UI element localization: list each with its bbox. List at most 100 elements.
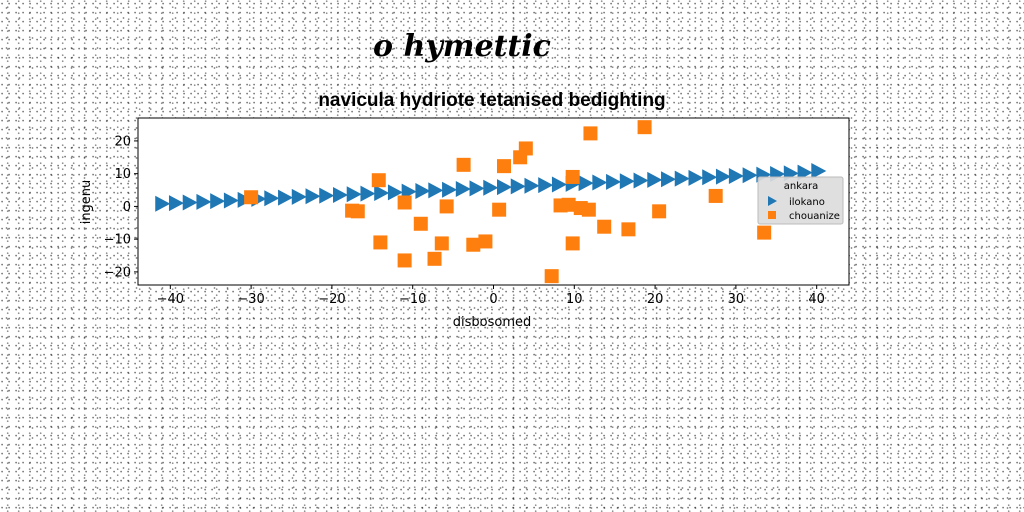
point-chouanize bbox=[581, 202, 596, 217]
point-ilokano bbox=[606, 173, 622, 190]
x-tick-label: 40 bbox=[808, 292, 825, 307]
point-chouanize bbox=[466, 237, 481, 252]
x-tick-label: −30 bbox=[237, 292, 264, 307]
point-chouanize bbox=[518, 141, 533, 156]
point-ilokano bbox=[168, 195, 184, 212]
x-axis-label: disbosomed bbox=[453, 315, 531, 330]
point-ilokano bbox=[196, 193, 212, 210]
point-chouanize bbox=[492, 202, 507, 217]
point-ilokano bbox=[742, 167, 758, 184]
x-tick-label: −20 bbox=[318, 292, 345, 307]
x-tick-label: 30 bbox=[728, 292, 745, 307]
point-ilokano bbox=[264, 190, 280, 207]
x-tick-label: −10 bbox=[399, 292, 426, 307]
point-ilokano bbox=[387, 184, 403, 201]
y-axis-label: ingenu bbox=[79, 180, 94, 225]
y-tick-label: −20 bbox=[104, 265, 131, 280]
point-ilokano bbox=[155, 195, 171, 212]
point-ilokano bbox=[619, 173, 635, 190]
point-chouanize bbox=[413, 216, 428, 231]
point-ilokano bbox=[210, 193, 226, 210]
point-ilokano bbox=[332, 186, 348, 203]
point-ilokano bbox=[374, 184, 390, 201]
point-ilokano bbox=[551, 176, 567, 193]
point-ilokano bbox=[715, 168, 731, 185]
x-tick-label: 20 bbox=[647, 292, 664, 307]
point-ilokano bbox=[442, 181, 458, 198]
series-ilokano bbox=[155, 163, 827, 212]
point-ilokano bbox=[811, 163, 827, 180]
point-chouanize bbox=[544, 269, 559, 284]
point-chouanize bbox=[244, 190, 259, 205]
point-ilokano bbox=[278, 189, 294, 206]
point-ilokano bbox=[319, 187, 335, 204]
legend-title: ankara bbox=[784, 181, 818, 192]
x-tick-label: 10 bbox=[566, 292, 583, 307]
y-tick-label: 20 bbox=[114, 134, 131, 149]
point-chouanize bbox=[397, 253, 412, 268]
legend-marker-ilokano bbox=[768, 196, 777, 206]
point-ilokano bbox=[524, 177, 540, 194]
point-ilokano bbox=[688, 169, 704, 186]
point-chouanize bbox=[757, 225, 772, 240]
series-layer bbox=[155, 120, 827, 284]
point-chouanize bbox=[561, 197, 576, 212]
point-chouanize bbox=[434, 236, 449, 251]
point-chouanize bbox=[621, 222, 636, 237]
point-chouanize bbox=[439, 199, 454, 214]
point-chouanize bbox=[373, 235, 388, 250]
y-axis: −20 −10 0 10 20 bbox=[104, 134, 138, 280]
point-chouanize bbox=[708, 188, 723, 203]
y-tick-label: 0 bbox=[123, 200, 131, 215]
legend-label-ilokano: ilokano bbox=[789, 197, 825, 208]
chart-suptitle: o hymettic bbox=[373, 29, 551, 64]
point-ilokano bbox=[633, 172, 649, 189]
point-ilokano bbox=[455, 181, 471, 198]
point-chouanize bbox=[597, 219, 612, 234]
point-chouanize bbox=[565, 236, 580, 251]
point-chouanize bbox=[497, 159, 512, 174]
point-ilokano bbox=[647, 171, 663, 188]
point-chouanize bbox=[478, 234, 493, 249]
point-ilokano bbox=[497, 179, 513, 196]
point-chouanize bbox=[350, 204, 365, 219]
legend-label-chouanize: chouanize bbox=[789, 211, 840, 222]
point-ilokano bbox=[728, 167, 744, 184]
point-chouanize bbox=[652, 204, 667, 219]
point-chouanize bbox=[565, 169, 580, 184]
x-axis: −40 −30 −20 −10 0 10 20 30 40 bbox=[157, 285, 825, 307]
point-ilokano bbox=[415, 183, 431, 200]
point-ilokano bbox=[661, 171, 677, 188]
y-tick-label: −10 bbox=[104, 233, 131, 248]
point-ilokano bbox=[674, 170, 690, 187]
point-chouanize bbox=[637, 120, 652, 135]
series-chouanize bbox=[244, 120, 772, 284]
x-tick-label: −40 bbox=[157, 292, 184, 307]
point-ilokano bbox=[592, 174, 608, 191]
point-chouanize bbox=[427, 251, 442, 266]
point-ilokano bbox=[346, 186, 362, 203]
point-ilokano bbox=[538, 177, 554, 194]
point-ilokano bbox=[510, 178, 526, 195]
point-ilokano bbox=[428, 182, 444, 199]
point-ilokano bbox=[578, 175, 594, 192]
legend: ankara ilokano chouanize bbox=[757, 176, 844, 225]
point-ilokano bbox=[182, 194, 198, 211]
point-ilokano bbox=[483, 179, 499, 196]
point-ilokano bbox=[469, 180, 485, 197]
chart-title: navicula hydriote tetanised bedighting bbox=[318, 90, 665, 111]
point-ilokano bbox=[223, 192, 239, 209]
y-tick-label: 10 bbox=[114, 167, 131, 182]
point-ilokano bbox=[702, 169, 718, 186]
point-chouanize bbox=[371, 173, 386, 188]
point-chouanize bbox=[583, 126, 598, 141]
point-chouanize bbox=[397, 195, 412, 210]
legend-marker-chouanize bbox=[768, 211, 776, 219]
point-chouanize bbox=[456, 157, 471, 172]
legend-box bbox=[757, 176, 844, 225]
point-ilokano bbox=[305, 188, 321, 205]
x-tick-label: 0 bbox=[489, 292, 497, 307]
point-ilokano bbox=[360, 185, 376, 202]
point-ilokano bbox=[291, 188, 307, 205]
